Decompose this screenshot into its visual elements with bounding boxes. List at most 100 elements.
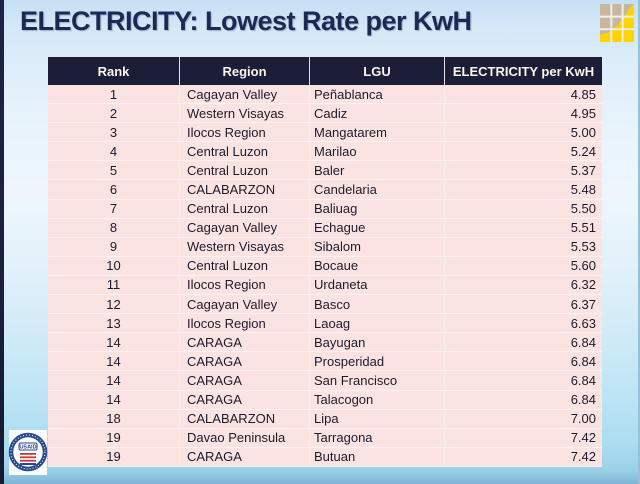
cell-rank: 14 (48, 371, 180, 390)
cell-rate: 6.84 (570, 372, 596, 388)
cell-rate: 7.00 (570, 411, 596, 427)
cell-rate: 5.00 (570, 124, 596, 140)
table-row: 10 Central Luzon Bocaue 5.60 (48, 256, 602, 276)
column-header-rank: Rank (48, 57, 180, 85)
grid-decoration-icon (600, 4, 634, 47)
cell-rate: 6.37 (570, 296, 596, 312)
table-row: 9 Western Visayas Sibalom 5.53 (48, 237, 602, 257)
cell-region: CARAGA (180, 333, 310, 352)
cell-region: CARAGA (180, 371, 310, 390)
cell-region: Western Visayas (180, 237, 310, 256)
cell-region: Central Luzon (180, 161, 310, 180)
cell-region: Cagayan Valley (180, 295, 310, 314)
cell-rate: 5.60 (570, 258, 596, 274)
table-row: 2 Western Visayas Cadiz 4.95 (48, 104, 602, 124)
cell-region: CARAGA (180, 352, 310, 371)
cell-rate: 5.24 (570, 143, 596, 159)
cell-rate: 4.95 (570, 105, 596, 121)
page-title: ELECTRICITY: Lowest Rate per KwH (20, 6, 472, 36)
table-row: 1 Cagayan Valley Peñablanca 4.85 (48, 85, 602, 105)
lowest-rate-table: Rank Region LGU ELECTRICITY per KwH 1 Cagaya… (48, 57, 602, 467)
cell-rate: 7.42 (570, 430, 596, 446)
left-edge-strip (0, 0, 4, 484)
cell-lgu: Basco (310, 295, 445, 314)
cell-rank: 2 (48, 104, 180, 123)
cell-lgu: Peñablanca (310, 85, 445, 104)
cell-rank: 6 (48, 180, 180, 199)
cell-rate: 4.85 (570, 86, 596, 102)
cell-lgu: Echague (310, 218, 445, 237)
usaid-seal-text: USAID (19, 445, 36, 451)
cell-rank: 11 (48, 275, 180, 295)
cell-lgu: Sibalom (310, 237, 445, 256)
cell-lgu: Mangatarem (310, 123, 445, 142)
cell-region: Western Visayas (180, 104, 310, 123)
cell-rank: 14 (48, 390, 180, 409)
table-row: 12 Cagayan Valley Basco 6.37 (48, 295, 602, 315)
table-row: 14 CARAGA Prosperidad 6.84 (48, 352, 602, 372)
cell-rank: 14 (48, 333, 180, 352)
cell-rate: 5.53 (570, 239, 596, 255)
cell-rank: 19 (48, 428, 180, 447)
column-header-rate: ELECTRICITY per KwH (452, 63, 595, 79)
cell-lgu: Candelaria (310, 180, 445, 199)
cell-rank: 5 (48, 161, 180, 180)
cell-region: Ilocos Region (180, 275, 310, 295)
cell-rank: 10 (48, 256, 180, 275)
cell-rank: 4 (48, 142, 180, 161)
cell-lgu: Prosperidad (310, 352, 445, 371)
cell-rate: 5.48 (570, 182, 596, 198)
cell-rank: 19 (48, 447, 180, 466)
cell-region: Cagayan Valley (180, 218, 310, 237)
table-row: 8 Cagayan Valley Echague 5.51 (48, 218, 602, 238)
cell-region: Cagayan Valley (180, 85, 310, 104)
table-row: 14 CARAGA Talacogon 6.84 (48, 390, 602, 410)
cell-lgu: Cadiz (310, 104, 445, 123)
table-row: 14 CARAGA Bayugan 6.84 (48, 333, 602, 353)
right-edge-strip (638, 0, 640, 484)
cell-lgu: Bayugan (310, 333, 445, 352)
cell-region: Central Luzon (180, 256, 310, 275)
cell-rate: 5.50 (570, 201, 596, 217)
cell-region: CALABARZON (180, 409, 310, 428)
cell-rate: 6.32 (570, 277, 596, 293)
cell-region: Davao Peninsula (180, 428, 310, 447)
cell-lgu: San Francisco (310, 371, 445, 390)
table-row: 14 CARAGA San Francisco 6.84 (48, 371, 602, 391)
cell-region: Central Luzon (180, 142, 310, 161)
cell-rank: 9 (48, 237, 180, 256)
cell-rank: 1 (48, 85, 180, 104)
cell-rank: 8 (48, 218, 180, 237)
table-body: 1 Cagayan Valley Peñablanca 4.85 2 Western Vi… (48, 85, 602, 467)
table-row: 6 CALABARZON Candelaria 5.48 (48, 180, 602, 200)
cell-region: Central Luzon (180, 199, 310, 218)
cell-rank: 18 (48, 409, 180, 428)
column-header-region: Region (180, 57, 310, 85)
cell-rate: 6.63 (570, 315, 596, 331)
cell-rate: 5.51 (570, 220, 596, 236)
table-row: 18 CALABARZON Lipa 7.00 (48, 409, 602, 429)
cell-region: Ilocos Region (180, 123, 310, 142)
cell-lgu: Baliuag (310, 199, 445, 218)
cell-rate: 6.84 (570, 353, 596, 369)
table-row: 5 Central Luzon Baler 5.37 (48, 161, 602, 181)
table-row: 19 CARAGA Butuan 7.42 (48, 447, 602, 467)
cell-rate: 5.37 (570, 162, 596, 178)
cell-lgu: Marilao (310, 142, 445, 161)
cell-lgu: Laoag (310, 314, 445, 333)
cell-region: CARAGA (180, 447, 310, 466)
cell-rank: 7 (48, 199, 180, 218)
table-row: 11 Ilocos Region Urdaneta 6.32 (48, 275, 602, 296)
table-header-row: Rank Region LGU ELECTRICITY per KwH (48, 57, 602, 85)
cell-rank: 13 (48, 314, 180, 333)
cell-lgu: Lipa (310, 409, 445, 428)
column-header-lgu: LGU (310, 57, 445, 85)
cell-rank: 12 (48, 295, 180, 314)
table-row: 13 Ilocos Region Laoag 6.63 (48, 314, 602, 334)
cell-region: CALABARZON (180, 180, 310, 199)
cell-lgu: Talacogon (310, 390, 445, 409)
table-row: 3 Ilocos Region Mangatarem 5.00 (48, 123, 602, 143)
cell-rate: 6.84 (570, 392, 596, 408)
cell-rank: 3 (48, 123, 180, 142)
